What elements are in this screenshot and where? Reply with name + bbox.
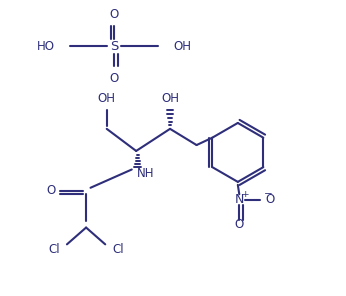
Text: O: O xyxy=(265,193,274,206)
Text: HO: HO xyxy=(37,40,55,53)
Text: −: − xyxy=(264,189,273,199)
Text: O: O xyxy=(46,184,55,197)
Text: N: N xyxy=(235,193,244,206)
Text: Cl: Cl xyxy=(112,243,124,256)
Text: +: + xyxy=(241,190,248,199)
Text: OH: OH xyxy=(161,92,179,105)
Text: O: O xyxy=(235,218,244,231)
Text: OH: OH xyxy=(173,40,191,53)
Text: O: O xyxy=(109,8,119,21)
Text: S: S xyxy=(110,40,118,53)
Text: O: O xyxy=(109,72,119,85)
Text: Cl: Cl xyxy=(48,243,60,256)
Text: NH: NH xyxy=(137,167,155,180)
Text: OH: OH xyxy=(98,92,116,105)
